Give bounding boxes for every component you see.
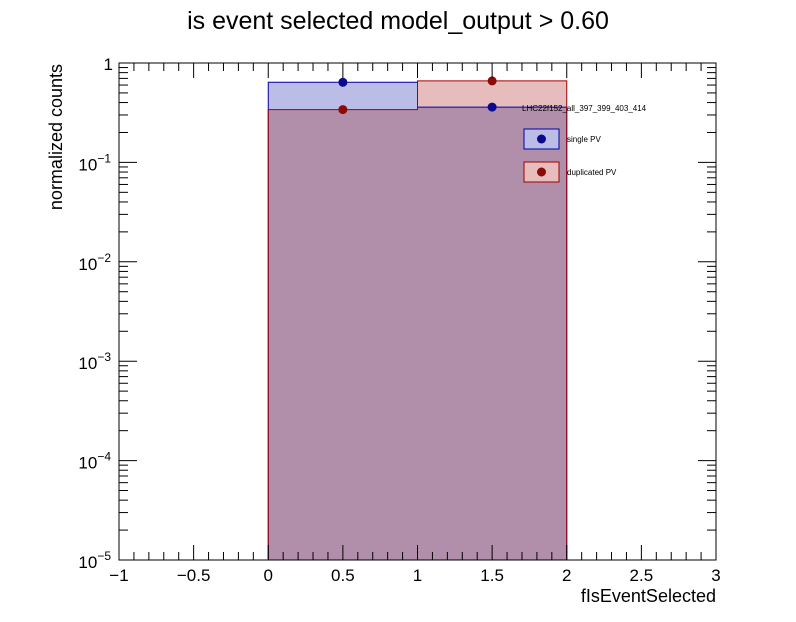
chart-title: is event selected model_output > 0.60 [187, 7, 609, 35]
x-tick-label: 0.5 [331, 566, 355, 585]
legend: LHC22f152_all_397_399_403_414 single PV d… [522, 104, 647, 183]
x-tick-label: 0 [264, 566, 273, 585]
x-tick-label: 1 [413, 566, 422, 585]
bar-single-pv-top-0 [268, 82, 418, 110]
legend-marker-single-pv [537, 134, 546, 144]
legend-marker-duplicated-pv [537, 167, 546, 177]
data-point-single-pv-0 [338, 77, 348, 87]
y-axis-label: normalized counts [46, 64, 66, 210]
x-tick-label: 1.5 [480, 566, 504, 585]
x-axis-label: fIsEventSelected [581, 586, 716, 606]
legend-label-single-pv: single PV [567, 135, 601, 144]
x-tick-label: −0.5 [177, 566, 211, 585]
legend-label-duplicated-pv: duplicated PV [567, 168, 617, 177]
x-tick-label: −1 [109, 566, 128, 585]
y-tick-label: 10−2 [78, 251, 111, 274]
data-point-duplicated-pv-1 [487, 76, 497, 86]
y-tick-label: 10−3 [78, 350, 111, 373]
series-outline-duplicated-pv [267, 80, 568, 560]
legend-header: LHC22f152_all_397_399_403_414 [522, 104, 647, 113]
data-point-duplicated-pv-0 [338, 105, 348, 115]
bar-overlap-0 [268, 109, 418, 561]
y-tick-label: 1 [104, 55, 113, 74]
bar-overlap-1 [417, 107, 567, 561]
x-tick-label: 2 [562, 566, 571, 585]
y-tick-label: 10−4 [78, 450, 111, 473]
y-tick-label: 10−1 [78, 151, 111, 174]
plot-area: −1 −0.5 0 0.5 1 1.5 2 2.5 3 10−5 10−4 10−3 10−2 10−1 1 [78, 55, 720, 585]
data-point-single-pv-1 [487, 102, 497, 112]
x-tick-label: 3 [711, 566, 720, 585]
x-tick-label: 2.5 [630, 566, 654, 585]
y-tick-label: 10−5 [78, 549, 111, 572]
